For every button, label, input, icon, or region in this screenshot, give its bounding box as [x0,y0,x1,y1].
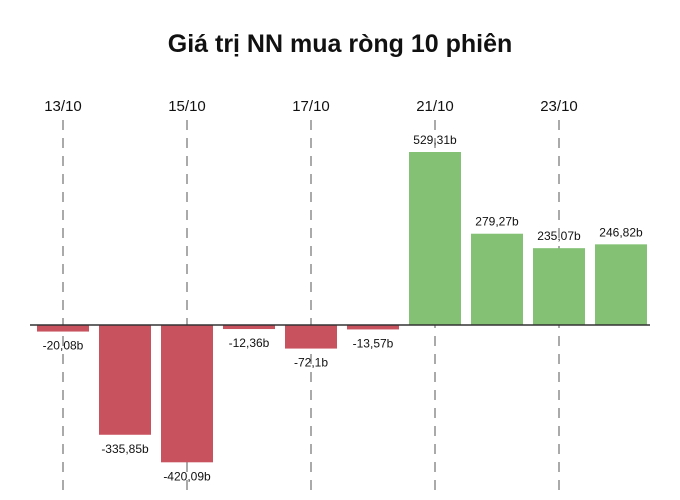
bar [37,325,89,332]
bar [347,325,399,330]
data-label: 279,27b [475,215,519,229]
data-label: -12,36b [229,336,270,350]
bar [99,325,151,435]
data-label: 529,31b [413,133,457,147]
x-tick-label: 15/10 [168,98,206,115]
x-tick-label: 23/10 [540,98,578,115]
bar [161,325,213,463]
bar [285,325,337,349]
data-label: 235,07b [537,229,581,243]
data-labels: -20,08b -335,85b -420,09b -12,36b -72,1b -13,… [43,133,643,483]
x-tick-label: 13/10 [44,98,82,115]
x-tick-label: 17/10 [292,98,330,115]
bar [409,152,461,325]
data-label: -20,08b [43,339,84,353]
bars [37,152,647,463]
bar [595,244,647,325]
x-tick-label: 21/10 [416,98,454,115]
x-tick-labels: 13/10 15/10 17/10 21/10 23/10 [44,98,578,115]
data-label: -335,85b [101,442,149,456]
chart-title: Giá trị NN mua ròng 10 phiên [167,30,513,58]
data-label: -13,57b [353,336,394,350]
data-label: -420,09b [163,469,211,483]
bar [223,325,275,330]
data-label: 246,82b [599,225,643,239]
data-label: -72,1b [294,356,328,370]
bar [471,233,523,325]
bar [533,248,585,325]
